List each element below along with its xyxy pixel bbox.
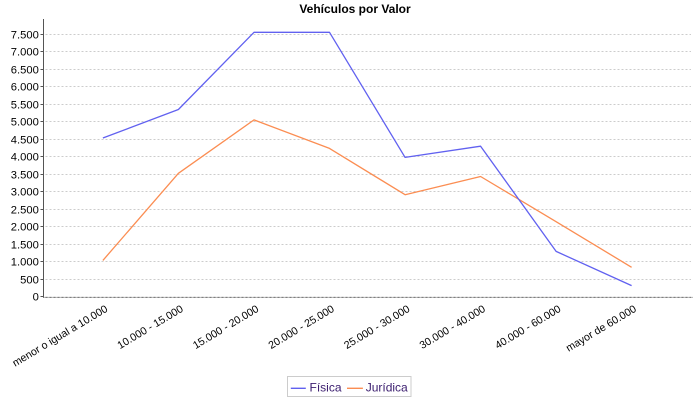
svg-text:5.500: 5.500 [11,100,39,112]
svg-text:7.500: 7.500 [11,30,39,42]
svg-text:3.500: 3.500 [11,170,39,182]
svg-text:0: 0 [33,292,39,304]
svg-text:7.000: 7.000 [11,47,39,59]
svg-text:3.000: 3.000 [11,187,39,199]
svg-text:Jurídica: Jurídica [366,381,408,395]
svg-text:4.000: 4.000 [11,152,39,164]
svg-text:4.500: 4.500 [11,135,39,147]
svg-text:5.000: 5.000 [11,117,39,129]
svg-text:2.000: 2.000 [11,222,39,234]
svg-text:6.500: 6.500 [11,65,39,77]
svg-text:2.500: 2.500 [11,205,39,217]
svg-text:500: 500 [20,275,39,287]
svg-text:1.500: 1.500 [11,240,39,252]
svg-text:Vehículos por Valor: Vehículos por Valor [299,2,411,16]
svg-text:1.000: 1.000 [11,257,39,269]
svg-text:6.000: 6.000 [11,82,39,94]
svg-text:Física: Física [310,381,342,395]
